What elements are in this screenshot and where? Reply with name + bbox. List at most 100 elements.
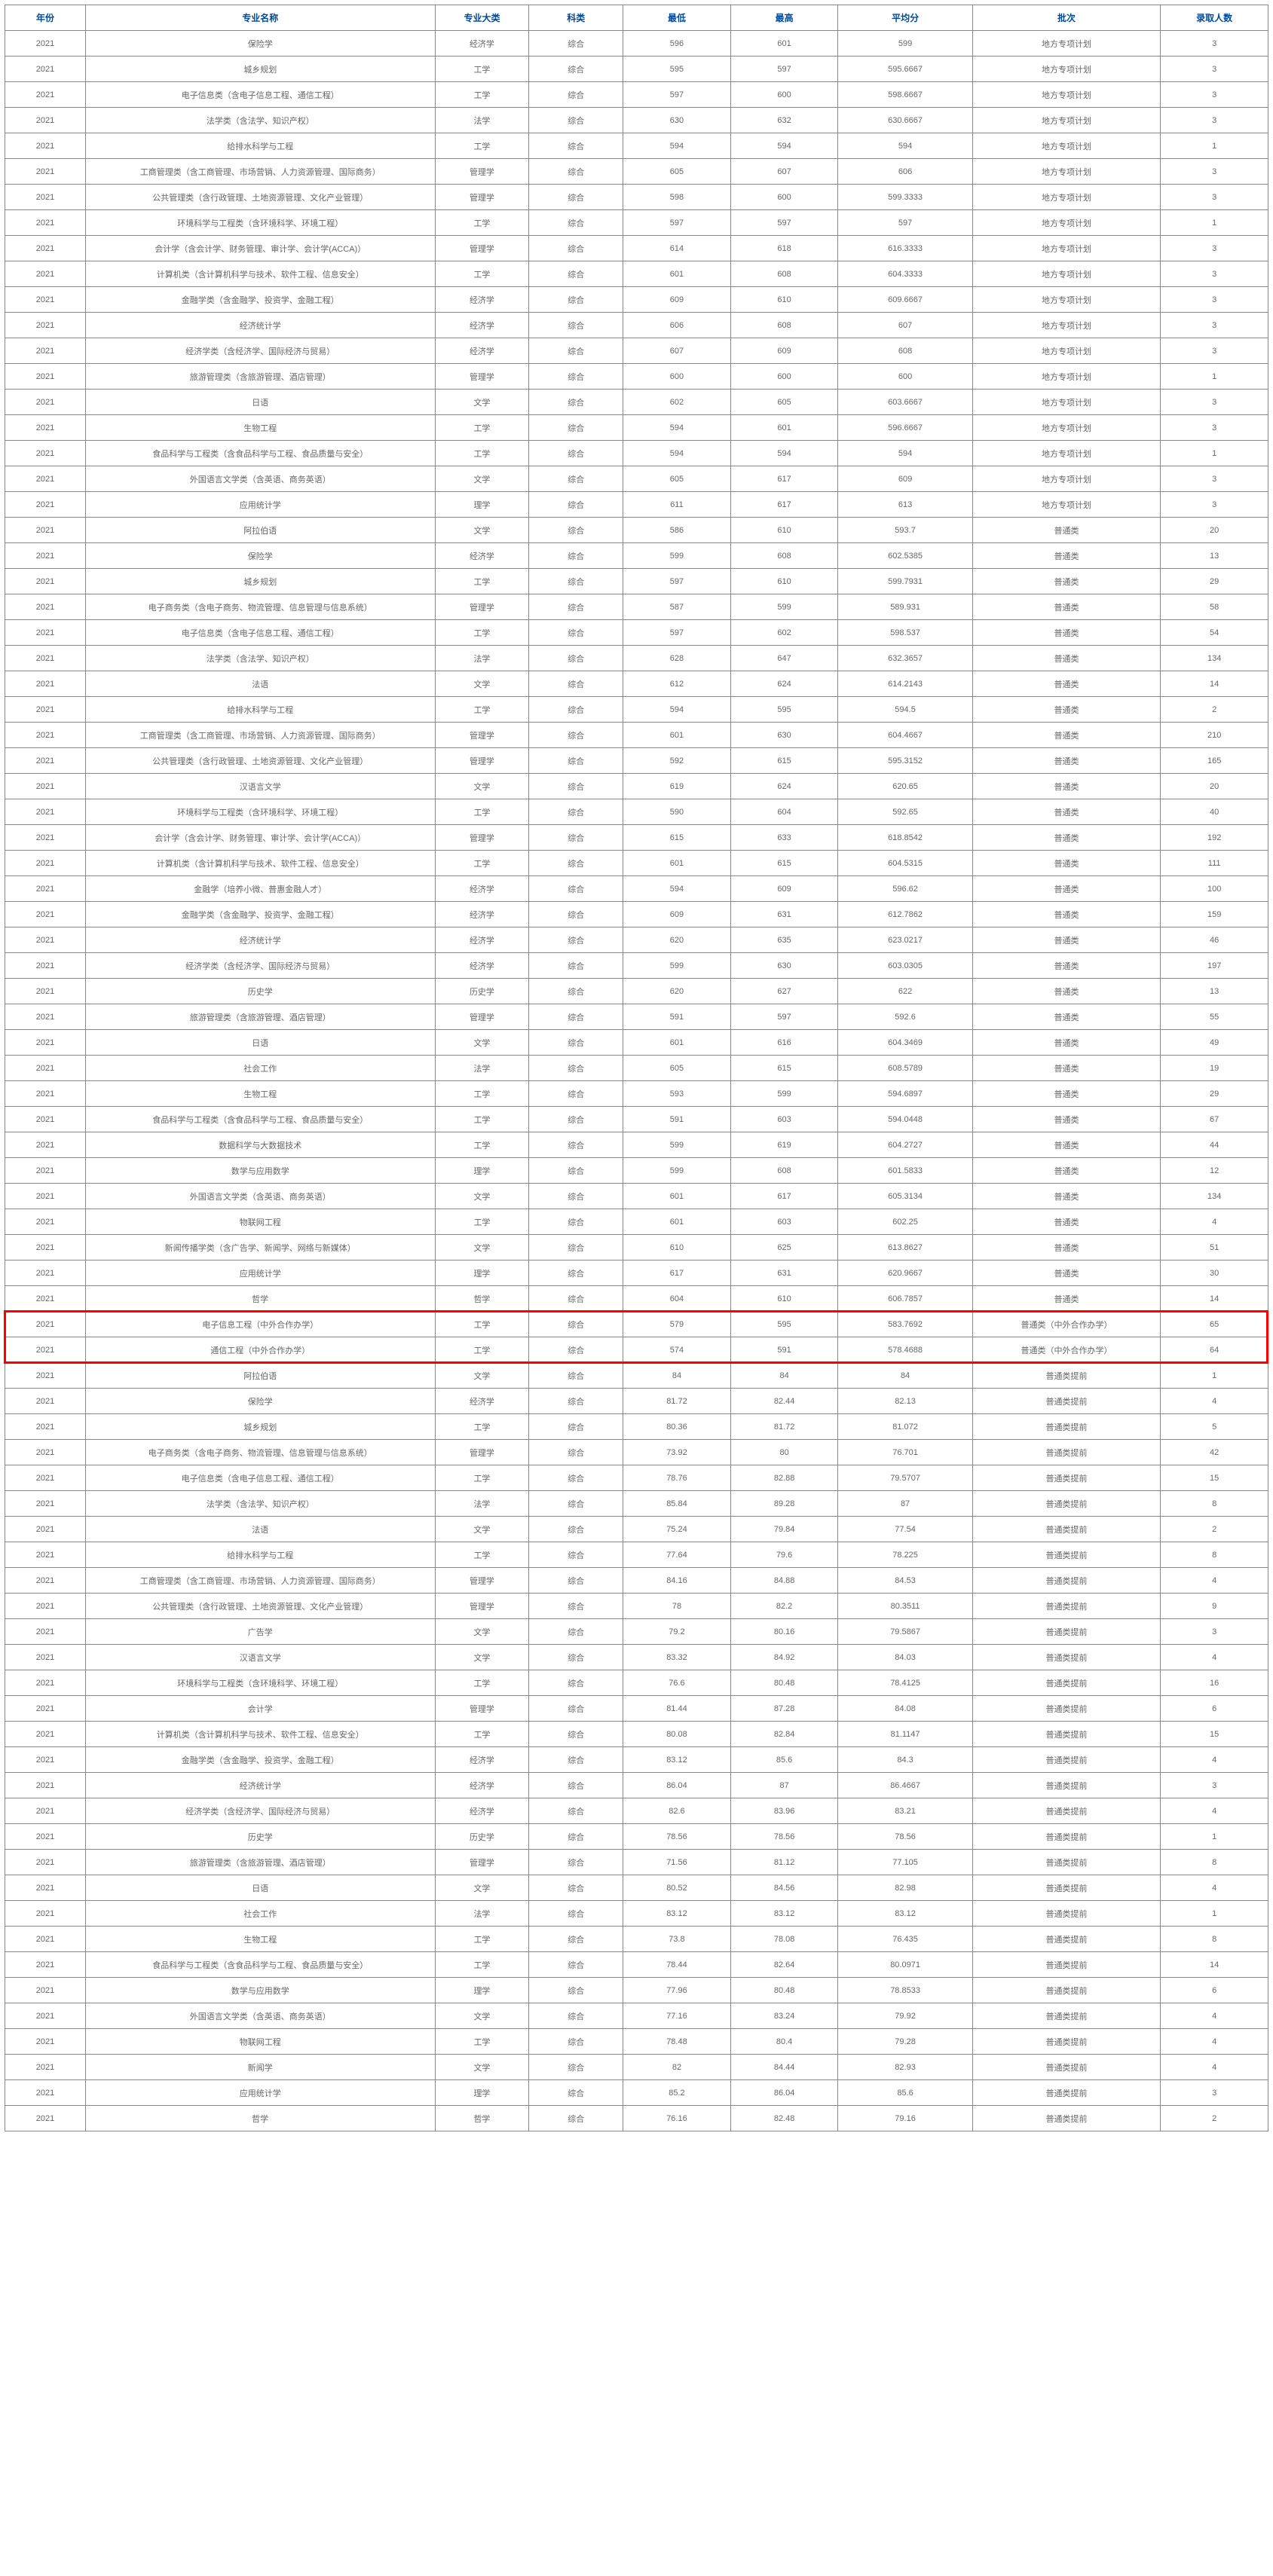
cell: 文学	[435, 466, 529, 492]
table-row: 2021公共管理类（含行政管理、土地资源管理、文化产业管理）管理学综合7882.…	[5, 1594, 1268, 1619]
cell: 综合	[529, 543, 623, 569]
cell: 历史学	[435, 979, 529, 1004]
cell: 管理学	[435, 1594, 529, 1619]
cell: 609	[623, 902, 731, 927]
cell: 604.3469	[838, 1030, 972, 1056]
cell: 618	[730, 236, 838, 261]
cell: 4	[1161, 1747, 1268, 1773]
cell: 15	[1161, 1465, 1268, 1491]
cell: 环境科学与工程类（含环境科学、环境工程）	[85, 1670, 435, 1696]
cell: 综合	[529, 723, 623, 748]
cell: 普通类提前	[972, 1696, 1161, 1722]
cell: 84	[838, 1363, 972, 1389]
cell: 81.72	[730, 1414, 838, 1440]
cell: 管理学	[435, 748, 529, 774]
cell: 79.92	[838, 2003, 972, 2029]
cell: 普通类提前	[972, 1824, 1161, 1850]
cell: 综合	[529, 1491, 623, 1517]
cell: 610	[623, 1235, 731, 1260]
cell: 普通类提前	[972, 1875, 1161, 1901]
cell: 16	[1161, 1670, 1268, 1696]
cell: 综合	[529, 1875, 623, 1901]
cell: 597	[730, 57, 838, 82]
cell: 数学与应用数学	[85, 1978, 435, 2003]
cell: 80.3511	[838, 1594, 972, 1619]
cell: 611	[623, 492, 731, 518]
cell: 600	[838, 364, 972, 390]
table-row: 2021保险学经济学综合599608602.5385普通类13	[5, 543, 1268, 569]
cell: 2021	[5, 1414, 86, 1440]
cell: 4	[1161, 1568, 1268, 1594]
cell: 2021	[5, 1542, 86, 1568]
cell: 普通类	[972, 620, 1161, 646]
cell: 12	[1161, 1158, 1268, 1184]
table-row: 2021环境科学与工程类（含环境科学、环境工程）工学综合590604592.65…	[5, 799, 1268, 825]
cell: 89.28	[730, 1491, 838, 1517]
cell: 3	[1161, 108, 1268, 133]
cell: 普通类提前	[972, 1798, 1161, 1824]
cell: 2021	[5, 620, 86, 646]
table-row: 2021工商管理类（含工商管理、市场营销、人力资源管理、国际商务）管理学综合84…	[5, 1568, 1268, 1594]
table-row: 2021城乡规划工学综合595597595.6667地方专项计划3	[5, 57, 1268, 82]
cell: 601	[623, 1209, 731, 1235]
cell: 2021	[5, 210, 86, 236]
cell: 普通类提前	[972, 1517, 1161, 1542]
table-row: 2021计算机类（含计算机科学与技术、软件工程、信息安全）工学综合80.0882…	[5, 1722, 1268, 1747]
cell: 8	[1161, 1542, 1268, 1568]
cell: 599.3333	[838, 185, 972, 210]
cell: 2021	[5, 1363, 86, 1389]
cell: 普通类	[972, 748, 1161, 774]
cell: 574	[623, 1337, 731, 1363]
cell: 2021	[5, 1209, 86, 1235]
table-row: 2021经济统计学经济学综合620635623.0217普通类46	[5, 927, 1268, 953]
cell: 综合	[529, 1056, 623, 1081]
cell: 86.04	[623, 1773, 731, 1798]
cell: 192	[1161, 825, 1268, 851]
cell: 经济学	[435, 1773, 529, 1798]
cell: 工商管理类（含工商管理、市场营销、人力资源管理、国际商务）	[85, 723, 435, 748]
cell: 地方专项计划	[972, 492, 1161, 518]
cell: 78.48	[623, 2029, 731, 2055]
cell: 2021	[5, 1491, 86, 1517]
cell: 579	[623, 1312, 731, 1337]
cell: 综合	[529, 1132, 623, 1158]
table-row: 2021日语文学综合601616604.3469普通类49	[5, 1030, 1268, 1056]
cell: 金融学类（含金融学、投资学、金融工程）	[85, 287, 435, 313]
cell: 普通类提前	[972, 1850, 1161, 1875]
cell: 管理学	[435, 594, 529, 620]
cell: 2021	[5, 31, 86, 57]
cell: 综合	[529, 518, 623, 543]
cell: 普通类（中外合作办学）	[972, 1312, 1161, 1337]
cell: 2021	[5, 2080, 86, 2106]
table-row: 2021给排水科学与工程工学综合594595594.5普通类2	[5, 697, 1268, 723]
cell: 51	[1161, 1235, 1268, 1260]
cell: 工学	[435, 1542, 529, 1568]
cell: 197	[1161, 953, 1268, 979]
cell: 630.6667	[838, 108, 972, 133]
table-row: 2021生物工程工学综合594601596.6667地方专项计划3	[5, 415, 1268, 441]
table-row: 2021生物工程工学综合73.878.0876.435普通类提前8	[5, 1927, 1268, 1952]
cell: 599	[623, 1158, 731, 1184]
cell: 4	[1161, 2055, 1268, 2080]
cell: 630	[730, 723, 838, 748]
cell: 地方专项计划	[972, 108, 1161, 133]
cell: 2021	[5, 261, 86, 287]
cell: 文学	[435, 671, 529, 697]
cell: 新闻学	[85, 2055, 435, 2080]
cell: 631	[730, 1260, 838, 1286]
cell: 2021	[5, 1850, 86, 1875]
cell: 603	[730, 1209, 838, 1235]
cell: 地方专项计划	[972, 441, 1161, 466]
cell: 2021	[5, 1235, 86, 1260]
cell: 综合	[529, 1081, 623, 1107]
cell: 生物工程	[85, 1927, 435, 1952]
cell: 2021	[5, 1260, 86, 1286]
table-row: 2021阿拉伯语文学综合586610593.7普通类20	[5, 518, 1268, 543]
cell: 599.7931	[838, 569, 972, 594]
cell: 经济学	[435, 1747, 529, 1773]
cell: 城乡规划	[85, 569, 435, 594]
cell: 87	[730, 1773, 838, 1798]
cell: 600	[730, 185, 838, 210]
cell: 3	[1161, 236, 1268, 261]
cell: 3	[1161, 82, 1268, 108]
